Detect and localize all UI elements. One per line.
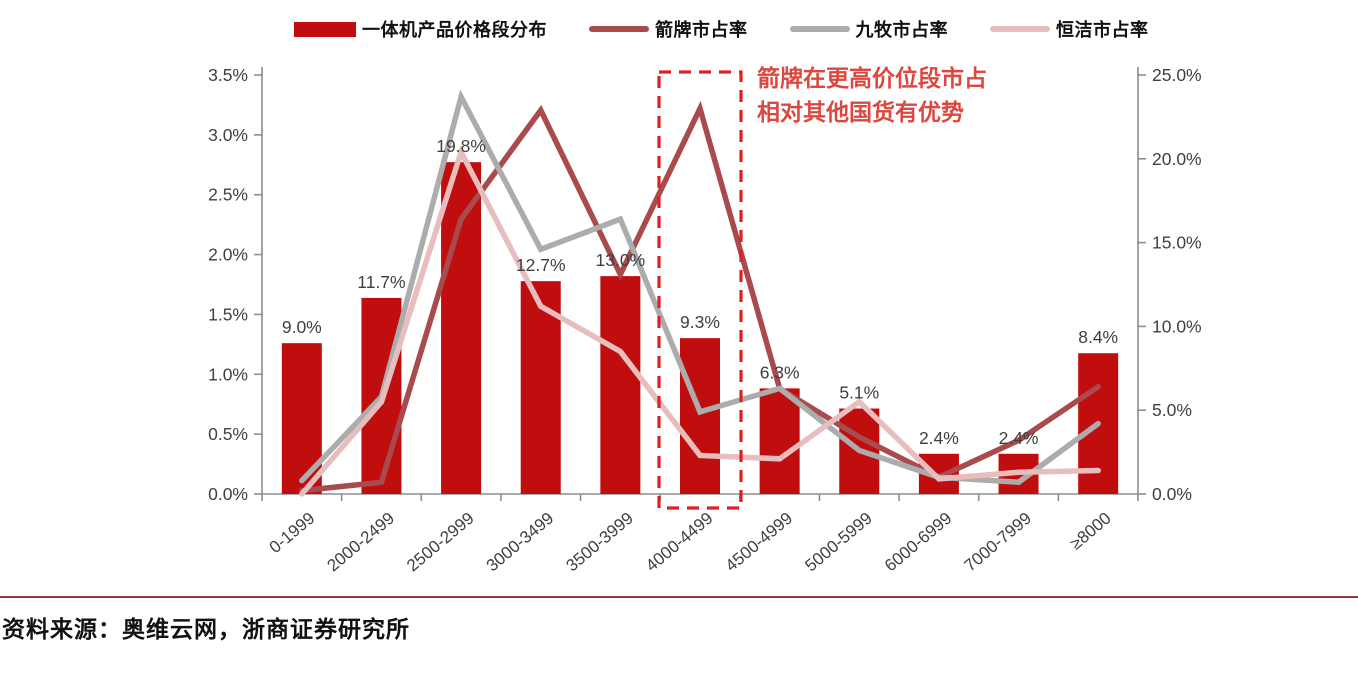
x-axis-category-label: 2500-2999 xyxy=(403,509,478,576)
bar-data-label: 2.4% xyxy=(999,428,1039,448)
bar-data-label: 12.7% xyxy=(516,255,566,275)
price-band-bar xyxy=(759,388,800,494)
bar-data-label: 8.4% xyxy=(1078,327,1118,347)
bar-data-label: 19.8% xyxy=(436,136,486,156)
legend-label: 一体机产品价格段分布 xyxy=(362,20,547,41)
x-axis-category-label: 5000-5999 xyxy=(801,509,876,576)
legend-label: 箭牌市占率 xyxy=(655,20,748,41)
right-axis-tick-label: 5.0% xyxy=(1152,400,1192,420)
right-axis-tick-label: 25.0% xyxy=(1152,65,1202,85)
left-axis-tick-label: 3.5% xyxy=(208,65,248,85)
x-axis-category-label: 7000-7999 xyxy=(961,509,1036,576)
left-axis-tick-label: 2.5% xyxy=(208,185,248,205)
left-axis-tick-label: 1.0% xyxy=(208,364,248,384)
bar-data-label: 5.1% xyxy=(839,383,879,403)
legend-item-hegii-share: 恒洁市占率 xyxy=(990,16,1149,42)
left-axis-tick-label: 3.0% xyxy=(208,125,248,145)
x-axis-category-label: ≥8000 xyxy=(1066,509,1114,554)
annotation-line-2: 相对其他国货有优势 xyxy=(757,99,964,126)
left-axis-tick-label: 0.5% xyxy=(208,424,248,444)
legend-item-arrow-share: 箭牌市占率 xyxy=(589,16,748,42)
bar-data-label: 13.0% xyxy=(596,250,646,270)
x-axis-category-label: 3500-3999 xyxy=(562,509,637,576)
price-band-bar xyxy=(441,162,482,495)
source-note: 资料来源：奥维云网，浙商证券研究所 xyxy=(2,616,410,643)
bar-data-label: 9.0% xyxy=(282,317,322,337)
right-axis-tick-label: 10.0% xyxy=(1152,316,1202,336)
legend-item-price-distribution: 一体机产品价格段分布 xyxy=(294,16,547,42)
bar-data-label: 11.7% xyxy=(357,272,405,292)
left-axis-tick-label: 1.5% xyxy=(208,304,248,324)
combo-chart: 0.0% 0.5% 1.0% 1.5% 2.0% 2.5% 3.0% 3.5% 0.0% 5.0%… xyxy=(208,65,1202,576)
x-axis-category-label: 6000-6999 xyxy=(881,509,956,576)
right-axis-tick-label: 20.0% xyxy=(1152,149,1202,169)
price-band-bar xyxy=(281,343,322,494)
annotation-line-1: 箭牌在更高价位段市占 xyxy=(757,65,987,92)
chart-annotation: 箭牌在更高价位段市占 相对其他国货有优势 xyxy=(757,62,1067,130)
right-axis-tick-label: 0.0% xyxy=(1152,484,1192,504)
line-swatch-icon xyxy=(990,26,1050,32)
x-axis-category-label: 3000-3499 xyxy=(483,509,558,576)
footer-divider xyxy=(0,596,1358,598)
x-axis-category-label: 4500-4999 xyxy=(722,509,797,576)
price-band-bar xyxy=(680,338,720,494)
right-axis-tick-label: 15.0% xyxy=(1152,233,1202,253)
bar-data-label: 9.3% xyxy=(680,312,720,332)
x-axis-category-label: 2000-2499 xyxy=(324,509,399,576)
arrow-share-line xyxy=(299,100,1101,494)
price-band-bar xyxy=(600,276,641,494)
x-axis-category-label: 4000-4499 xyxy=(642,509,717,576)
left-axis-tick-label: 2.0% xyxy=(208,245,248,265)
bar-swatch-icon xyxy=(294,21,356,37)
chart-legend: 一体机产品价格段分布 箭牌市占率 九牧市占率 恒洁市占率 xyxy=(294,16,1149,42)
line-swatch-icon xyxy=(589,26,649,32)
bar-data-label: 6.3% xyxy=(760,362,800,382)
x-axis-category-label: 0-1999 xyxy=(266,509,319,558)
line-swatch-icon xyxy=(789,26,850,32)
left-axis-tick-label: 0.0% xyxy=(208,484,248,504)
legend-label: 九牧市占率 xyxy=(855,20,948,41)
bar-data-label: 2.4% xyxy=(919,428,959,448)
legend-label: 恒洁市占率 xyxy=(1056,20,1149,41)
hegii-share-line xyxy=(299,144,1101,497)
legend-item-jomoo-share: 九牧市占率 xyxy=(789,16,949,42)
highlight-dashed-box xyxy=(657,70,743,510)
